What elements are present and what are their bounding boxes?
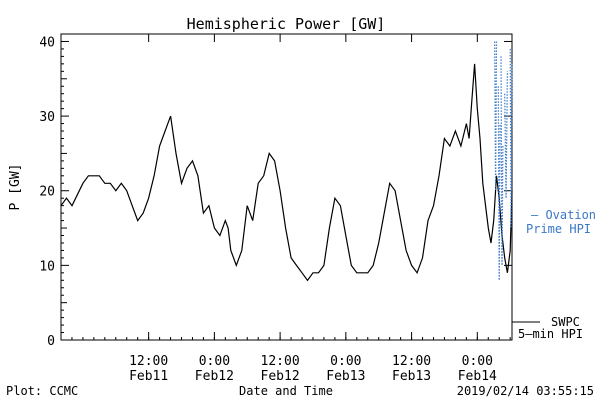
ovation-prime-hpi-segment <box>500 56 504 266</box>
legend-ovation-line2: Prime HPI <box>526 222 591 236</box>
swpc-5-min-hpi-line <box>60 63 513 282</box>
y-tick-label: 40 <box>39 35 55 50</box>
legend: — Ovation Prime HPI SWPC 5—min HPI <box>512 208 596 341</box>
y-axis-label: P [GW] <box>8 164 23 211</box>
ovation-prime-hpi-segment <box>504 71 508 199</box>
x-tick-label-time: 12:00 <box>129 354 168 369</box>
x-tick-label-date: Feb12 <box>195 369 234 384</box>
x-tick-label-date: Feb13 <box>392 369 431 384</box>
ovation-prime-hpi-segment <box>497 86 501 281</box>
x-tick-label-date: Feb13 <box>326 369 365 384</box>
x-tick-label-date: Feb14 <box>458 369 497 384</box>
y-axis-ticks: 0 10 20 30 40 <box>39 35 512 349</box>
y-tick-label: 10 <box>39 259 55 274</box>
x-tick-label-date: Feb12 <box>261 369 300 384</box>
chart-title: Hemispheric Power [GW] <box>187 15 386 33</box>
legend-swpc-line1: SWPC <box>551 315 580 329</box>
footer-timestamp: 2019/02/14 03:55:15 <box>457 384 594 398</box>
x-axis-label: Date and Time <box>239 384 333 398</box>
x-tick-label-date: Feb11 <box>129 369 168 384</box>
plot-frame <box>60 33 513 341</box>
series-layer <box>60 41 513 282</box>
footer-plot-credit: Plot: CCMC <box>6 384 78 398</box>
plot-area <box>60 33 513 341</box>
x-tick-label-time: 0:00 <box>330 354 361 369</box>
x-tick-label-time: 0:00 <box>199 354 230 369</box>
x-tick-label-time: 12:00 <box>261 354 300 369</box>
legend-swpc-line2: 5—min HPI <box>518 327 583 341</box>
ovation-prime-hpi-segment <box>509 48 513 229</box>
x-tick-label-time: 0:00 <box>462 354 493 369</box>
x-axis-ticks: 12:00Feb110:00Feb1212:00Feb120:00Feb1312… <box>60 34 511 384</box>
ovation-prime-hpi-segment <box>494 41 498 191</box>
y-tick-label: 0 <box>47 334 55 349</box>
legend-ovation-line1: — Ovation <box>531 208 596 222</box>
x-tick-label-time: 12:00 <box>392 354 431 369</box>
y-tick-label: 20 <box>39 185 55 200</box>
y-tick-label: 30 <box>39 110 55 125</box>
